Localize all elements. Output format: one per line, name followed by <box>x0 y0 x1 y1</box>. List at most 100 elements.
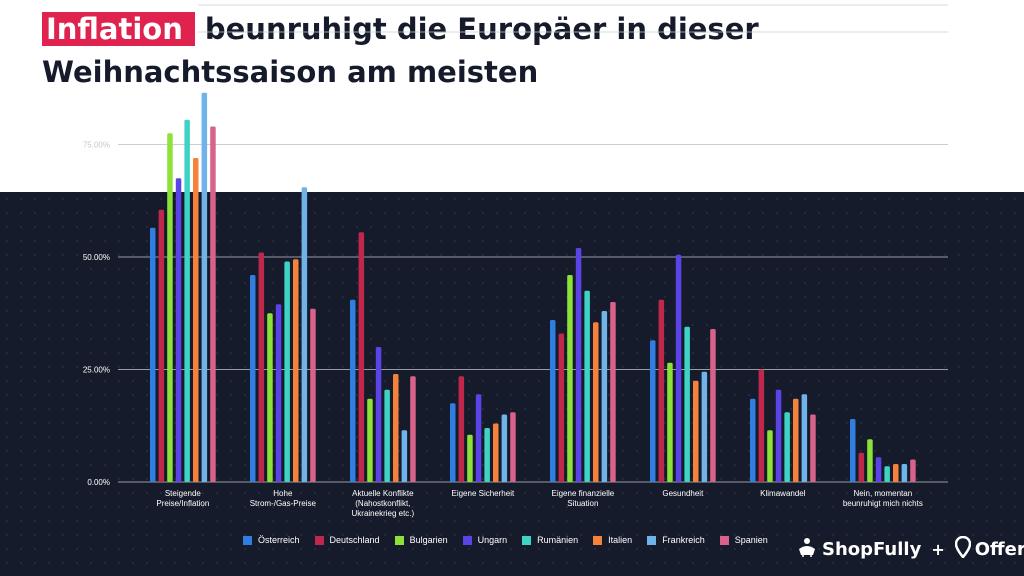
legend-swatch <box>647 535 657 545</box>
legend-label: Bulgarien <box>409 535 448 545</box>
bar <box>193 158 199 482</box>
title-highlight: Inflation <box>42 12 195 46</box>
legend-swatch <box>522 535 532 545</box>
legend-item: Frankreich <box>647 535 705 545</box>
bar <box>550 320 556 482</box>
bar <box>658 299 665 482</box>
bar <box>384 389 390 482</box>
x-tick-label-line: Steigende <box>165 489 202 498</box>
bar <box>584 290 590 482</box>
offerista-logo-text: Offerista <box>974 539 1024 560</box>
bar <box>150 227 156 482</box>
bar <box>284 261 290 482</box>
bar <box>401 430 408 482</box>
bar <box>184 119 190 482</box>
legend-item: Österreich <box>243 535 300 545</box>
bar <box>250 275 256 482</box>
shopfully-logo-text: ShopFully <box>822 539 922 560</box>
bar <box>467 434 473 482</box>
legend-label: Frankreich <box>662 535 705 545</box>
bar <box>850 419 856 482</box>
bar <box>684 326 690 482</box>
bar <box>558 333 565 482</box>
x-tick-label-line: Aktuelle Konflikte <box>352 489 414 498</box>
bar <box>784 412 790 482</box>
y-tick-label: 25.00% <box>83 366 110 375</box>
title-line-2: Weihnachtssaison am meisten <box>42 55 539 89</box>
bar <box>210 126 216 482</box>
bar <box>801 394 808 482</box>
bar <box>710 329 716 482</box>
chart-legend: Österreich Deutschland Bulgarien Ungarn Rumä… <box>243 535 783 545</box>
page-title: Inflation beunruhigt die Europäer in dies… <box>42 8 759 94</box>
bar <box>267 313 273 482</box>
bar <box>484 428 490 482</box>
x-tick-label: Aktuelle Konflikte (Nahostkonflikt, Ukrain… <box>352 489 415 518</box>
bar <box>810 414 816 482</box>
bar <box>575 248 582 482</box>
legend-item: Deutschland <box>314 535 380 545</box>
legend-label: Spanien <box>734 535 768 545</box>
bar <box>601 311 608 482</box>
bar <box>475 394 482 482</box>
bar <box>458 376 465 482</box>
x-tick-label: Hohe Strom-/Gas-Preise <box>250 489 317 508</box>
legend-swatch <box>243 535 252 545</box>
x-tick-label-line: Hohe <box>273 489 293 498</box>
x-tick-label: Klimawandel <box>760 489 806 498</box>
bar <box>358 232 365 482</box>
bar <box>258 252 265 482</box>
bar <box>275 304 282 482</box>
y-tick-label: 0.00% <box>87 478 110 487</box>
brand-plus: + <box>931 540 945 559</box>
x-tick-label-line: Klimawandel <box>760 489 806 498</box>
bar <box>410 376 416 482</box>
legend-item: Italien <box>593 535 632 545</box>
bar <box>758 369 765 482</box>
title-line-1: Inflation beunruhigt die Europäer in dies… <box>42 8 759 51</box>
bar <box>375 347 382 482</box>
bar <box>767 430 773 482</box>
y-tick-label: 75.00% <box>83 141 110 150</box>
legend-label: Italien <box>608 535 633 545</box>
bar <box>167 133 173 482</box>
x-tick-label: Gesundheit <box>662 489 704 498</box>
brand-logos: ShopFully + Offerista <box>796 535 1024 563</box>
bar <box>750 398 756 482</box>
bar <box>858 452 865 482</box>
legend-swatch <box>394 535 404 545</box>
legend-swatch <box>719 535 729 545</box>
bar <box>667 362 673 482</box>
bar <box>593 322 599 482</box>
legend-label: Rumänien <box>537 535 579 545</box>
x-tick-label-line: Eigene Sicherheit <box>451 489 514 498</box>
x-tick-label: Steigende Preise/Inflation <box>156 489 209 508</box>
bar <box>675 254 682 482</box>
title-line1-rest: beunruhigt die Europäer in dieser <box>204 12 759 46</box>
bar <box>493 423 499 482</box>
x-tick-label-line: beunruhigt mich nichts <box>843 499 923 508</box>
bar <box>901 464 908 482</box>
legend-label: Ungarn <box>477 535 508 545</box>
x-tick-label-line: Strom-/Gas-Preise <box>250 499 317 508</box>
bar <box>293 259 299 482</box>
bar <box>701 371 708 482</box>
shopfully-logo-icon <box>796 537 818 562</box>
bar <box>350 299 356 482</box>
bar <box>775 389 782 482</box>
bar <box>610 302 616 482</box>
legend-item: Ungarn <box>462 535 508 545</box>
legend-swatch <box>314 535 324 545</box>
bar <box>650 340 656 482</box>
bar <box>893 464 899 482</box>
bar <box>867 439 873 482</box>
bar <box>367 398 373 482</box>
legend-item: Spanien <box>719 535 768 545</box>
bar <box>301 187 308 482</box>
bar <box>910 459 916 482</box>
offerista-pin-icon <box>954 535 971 563</box>
x-tick-label: Eigene finanzielle Situation <box>551 489 614 508</box>
bar <box>884 466 890 482</box>
legend-swatch <box>593 535 603 545</box>
x-tick-label-line: Situation <box>567 499 598 508</box>
